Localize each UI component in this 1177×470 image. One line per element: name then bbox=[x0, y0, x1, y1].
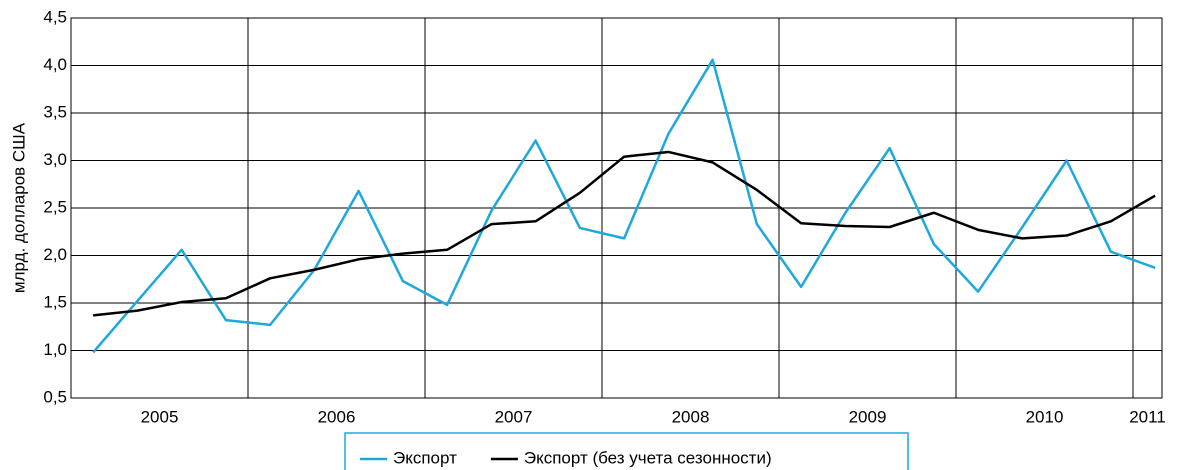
series-line bbox=[92, 150, 1156, 317]
x-tick-label: 2008 bbox=[672, 407, 710, 426]
x-tick-label: 2006 bbox=[318, 407, 356, 426]
y-tick-label: 4,0 bbox=[43, 55, 67, 74]
x-tick-label: 2007 bbox=[495, 407, 533, 426]
y-tick-label: 2,5 bbox=[43, 197, 67, 216]
legend-label: Экспорт bbox=[393, 448, 457, 467]
legend-label: Экспорт (без учета сезонности) bbox=[524, 448, 772, 467]
y-tick-label: 3,0 bbox=[43, 150, 67, 169]
x-tick-label: 2005 bbox=[141, 407, 179, 426]
y-tick-label: 0,5 bbox=[43, 387, 67, 406]
series-line bbox=[92, 58, 1156, 354]
y-tick-label: 1,5 bbox=[43, 292, 67, 311]
y-tick-label: 1,0 bbox=[43, 340, 67, 359]
x-tick-label: 2011 bbox=[1129, 407, 1166, 426]
legend-box bbox=[344, 432, 909, 470]
y-tick-label: 4,5 bbox=[43, 7, 67, 26]
plot-border bbox=[70, 17, 1163, 399]
x-tick-label: 2010 bbox=[1026, 407, 1064, 426]
y-axis-label: млрд. долларов США bbox=[9, 122, 28, 293]
y-tick-label: 2,0 bbox=[43, 245, 67, 264]
y-tick-label: 3,5 bbox=[43, 102, 67, 121]
x-tick-label: 2009 bbox=[849, 407, 887, 426]
